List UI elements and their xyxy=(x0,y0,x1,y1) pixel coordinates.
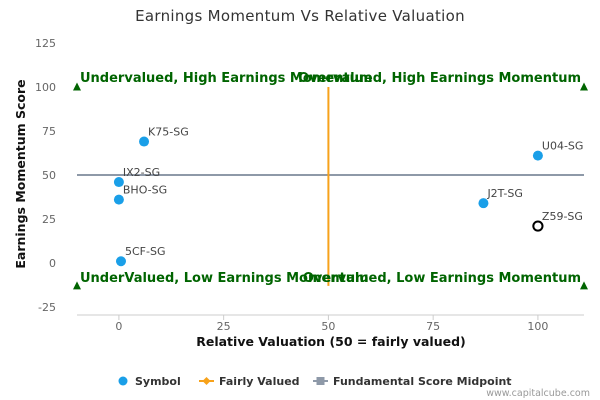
chart-title: Earnings Momentum Vs Relative Valuation xyxy=(135,7,465,25)
data-point-label: Z59-SG xyxy=(542,210,583,223)
x-tick-label: 100 xyxy=(527,320,548,333)
y-tick-label: 100 xyxy=(35,81,56,94)
legend-fairly-valued-marker xyxy=(202,377,211,385)
x-tick-label: 0 xyxy=(115,320,122,333)
y-axis-title: Earnings Momentum Score xyxy=(13,79,28,268)
quadrant-label: Overvalued, Low Earnings Momentum xyxy=(303,271,581,286)
data-point xyxy=(139,136,150,147)
data-point-label: 5CF-SG xyxy=(125,245,165,258)
y-tick-label: 50 xyxy=(42,169,56,182)
quadrant-corner-triangle xyxy=(580,82,588,91)
legend: Symbol Fairly Valued Fundamental Score Mid… xyxy=(118,375,512,388)
y-tick-label: -25 xyxy=(38,301,56,314)
y-tick-label: 75 xyxy=(42,125,56,138)
legend-symbol-marker xyxy=(118,376,128,386)
quadrant-corner-triangle xyxy=(73,281,81,290)
data-point xyxy=(113,194,124,205)
data-point-label: BHO-SG xyxy=(123,184,167,197)
quadrant-label: UnderValued, Low Earnings Momentum xyxy=(80,271,369,286)
legend-label: Symbol xyxy=(135,375,181,388)
quadrant-label: Undervalued, High Earnings Momentum xyxy=(80,71,372,86)
quadrant-label: Overvalued, High Earnings Momentum xyxy=(298,71,581,86)
data-point-label: J2T-SG xyxy=(486,187,522,200)
plot-area: -25 0 25 50 75 100 125 0 25 50 75 100 Undervalued, H… xyxy=(35,37,588,333)
data-point-label: U04-SG xyxy=(542,140,584,153)
x-tick-label: 75 xyxy=(426,320,440,333)
data-point xyxy=(113,177,124,188)
data-point-label: K75-SG xyxy=(148,126,189,139)
legend-label: Fundamental Score Midpoint xyxy=(333,375,512,388)
x-axis-title: Relative Valuation (50 = fairly valued) xyxy=(196,334,466,349)
x-tick-label: 25 xyxy=(217,320,231,333)
y-tick-label: 125 xyxy=(35,37,56,50)
data-point xyxy=(478,198,489,209)
legend-label: Fairly Valued xyxy=(219,375,300,388)
credit-text: www.capitalcube.com xyxy=(486,388,590,399)
data-point xyxy=(115,256,126,267)
y-tick-label: 0 xyxy=(49,257,56,270)
x-tick-label: 50 xyxy=(321,320,335,333)
quadrant-corner-triangle xyxy=(73,82,81,91)
data-point-label: IX2-SG xyxy=(123,166,160,179)
quadrant-corner-triangle xyxy=(580,281,588,290)
data-point xyxy=(532,150,543,161)
data-point xyxy=(532,220,544,232)
legend-midpoint-marker xyxy=(316,377,325,385)
y-tick-label: 25 xyxy=(42,213,56,226)
